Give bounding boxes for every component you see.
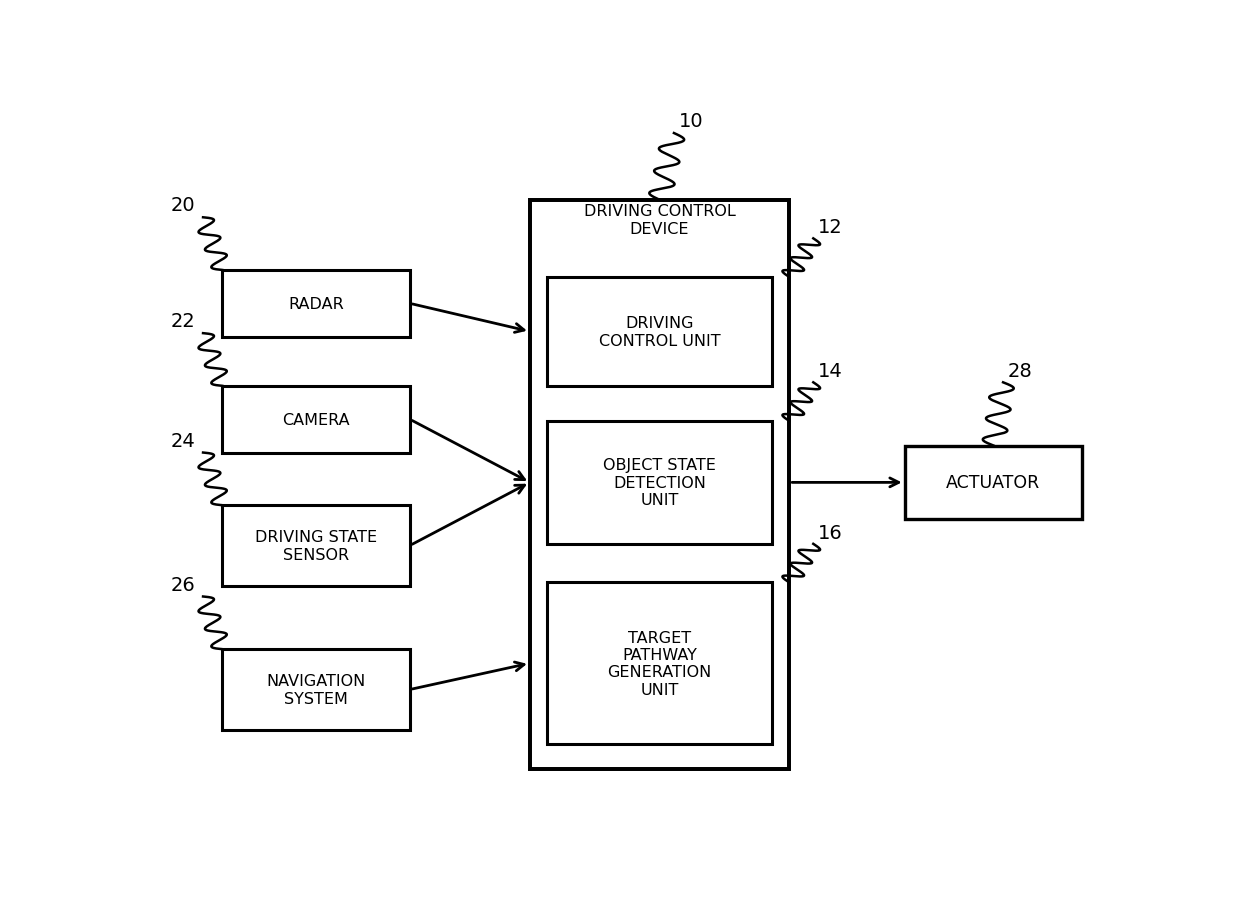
Text: 24: 24 [171, 431, 196, 450]
Text: TARGET
PATHWAY
GENERATION
UNIT: TARGET PATHWAY GENERATION UNIT [608, 630, 712, 697]
Text: 22: 22 [171, 312, 196, 331]
Text: NAVIGATION
SYSTEM: NAVIGATION SYSTEM [267, 673, 366, 706]
Text: RADAR: RADAR [288, 296, 343, 312]
Bar [905, 446, 1083, 519]
Text: 28: 28 [1008, 362, 1033, 381]
Bar [222, 386, 409, 453]
Text: OBJECT STATE
DETECTION
UNIT: OBJECT STATE DETECTION UNIT [603, 458, 715, 507]
Text: 12: 12 [818, 218, 843, 237]
Bar [547, 422, 773, 544]
Text: DRIVING CONTROL
DEVICE: DRIVING CONTROL DEVICE [584, 204, 735, 236]
Text: 26: 26 [171, 575, 196, 594]
Text: 10: 10 [678, 111, 703, 130]
Bar [222, 271, 409, 337]
Bar [529, 200, 789, 769]
Text: DRIVING STATE
SENSOR: DRIVING STATE SENSOR [255, 530, 377, 562]
Text: CAMERA: CAMERA [283, 413, 350, 427]
Text: 14: 14 [818, 362, 843, 381]
Bar [222, 650, 409, 730]
Text: DRIVING
CONTROL UNIT: DRIVING CONTROL UNIT [599, 316, 720, 348]
Text: ACTUATOR: ACTUATOR [946, 474, 1040, 492]
Text: 20: 20 [171, 196, 196, 215]
Bar [547, 278, 773, 386]
Text: 16: 16 [818, 523, 843, 542]
Bar [222, 506, 409, 587]
Bar [547, 583, 773, 744]
